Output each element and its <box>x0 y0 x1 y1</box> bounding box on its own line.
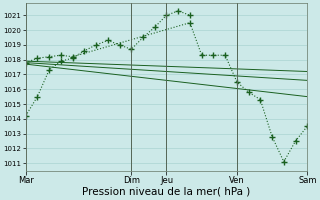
X-axis label: Pression niveau de la mer( hPa ): Pression niveau de la mer( hPa ) <box>82 187 251 197</box>
